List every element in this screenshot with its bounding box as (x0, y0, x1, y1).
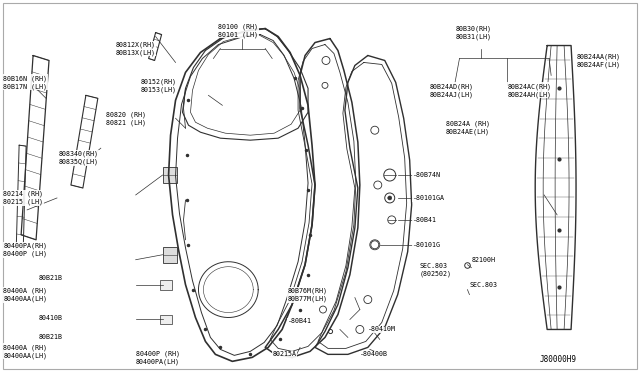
Text: -80B74N: -80B74N (413, 172, 441, 178)
Text: -80410M: -80410M (368, 327, 396, 333)
Text: -80101G: -80101G (413, 242, 441, 248)
Text: 80B24AC(RH)
80B24AH(LH): 80B24AC(RH) 80B24AH(LH) (508, 83, 551, 97)
Text: 80400P (RH)
80400PA(LH): 80400P (RH) 80400PA(LH) (136, 350, 180, 365)
Text: 80B24A (RH)
80B24AE(LH): 80B24A (RH) 80B24AE(LH) (445, 121, 490, 135)
Text: 80820 (RH)
80821 (LH): 80820 (RH) 80821 (LH) (106, 111, 146, 125)
Text: 80400PA(RH)
80400P (LH): 80400PA(RH) 80400P (LH) (3, 243, 47, 257)
Bar (159, 280, 172, 290)
Text: 80812X(RH)
80B13X(LH): 80812X(RH) 80B13X(LH) (116, 41, 156, 56)
Text: 80B24AD(RH)
80B24AJ(LH): 80B24AD(RH) 80B24AJ(LH) (429, 83, 474, 97)
Text: -80B41: -80B41 (288, 318, 312, 324)
Text: 80410B: 80410B (39, 314, 63, 321)
Text: SEC.803: SEC.803 (469, 282, 497, 288)
Text: 80B21B: 80B21B (39, 275, 63, 280)
Text: 80215A: 80215A (272, 352, 296, 357)
Bar (163, 167, 177, 183)
Text: -80400B: -80400B (360, 352, 388, 357)
Text: 80B21B: 80B21B (39, 334, 63, 340)
Text: 80100 (RH)
80101 (LH): 80100 (RH) 80101 (LH) (218, 23, 259, 38)
Circle shape (388, 196, 392, 200)
Bar (159, 314, 172, 324)
Text: 82100H: 82100H (472, 257, 495, 263)
Text: -80101GA: -80101GA (413, 195, 445, 201)
Text: -80B41: -80B41 (413, 217, 436, 223)
Text: 80B24AA(RH)
80B24AF(LH): 80B24AA(RH) 80B24AF(LH) (577, 53, 621, 68)
Text: 808340(RH)
80835Q(LH): 808340(RH) 80835Q(LH) (59, 151, 99, 166)
Text: J80000H9: J80000H9 (540, 355, 577, 364)
Text: 80400A (RH)
80400AA(LH): 80400A (RH) 80400AA(LH) (3, 287, 47, 302)
Text: 80152(RH)
80153(LH): 80152(RH) 80153(LH) (141, 78, 177, 93)
Text: 80B16N (RH)
80B17N (LH): 80B16N (RH) 80B17N (LH) (3, 75, 47, 90)
Text: 80214 (RH)
80215 (LH): 80214 (RH) 80215 (LH) (3, 191, 43, 205)
Text: SEC.803
(802502): SEC.803 (802502) (420, 263, 452, 277)
Text: 80B30(RH)
80B31(LH): 80B30(RH) 80B31(LH) (456, 25, 492, 40)
Text: 80B76M(RH)
80B77M(LH): 80B76M(RH) 80B77M(LH) (288, 287, 328, 302)
Text: 80400A (RH)
80400AA(LH): 80400A (RH) 80400AA(LH) (3, 344, 47, 359)
Bar (163, 247, 177, 263)
